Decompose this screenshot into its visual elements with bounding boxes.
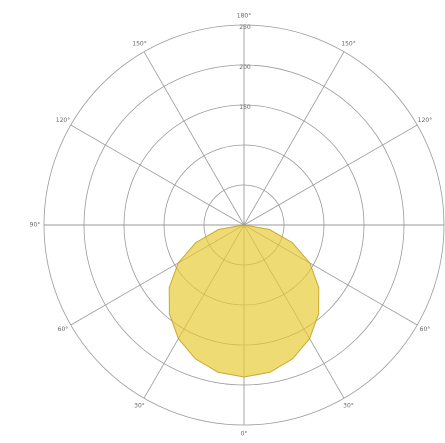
inner-grid-spoke xyxy=(243,225,319,377)
angle-label: 120° xyxy=(56,117,70,124)
inner-grid-spoke xyxy=(169,225,245,377)
angle-label: 30° xyxy=(134,402,145,409)
radial-label: 200 xyxy=(239,64,251,71)
angle-label: 0° xyxy=(241,431,248,438)
angle-label: 150° xyxy=(341,41,355,48)
inner-grid-circle xyxy=(169,225,319,346)
inner-grid-spoke xyxy=(169,225,245,326)
inner-grid-overlay xyxy=(169,225,319,377)
angle-label: 30° xyxy=(343,402,354,409)
inner-grid-circle xyxy=(203,225,285,266)
angle-label: 150° xyxy=(132,41,146,48)
polar-grid xyxy=(43,24,445,426)
grid-spoke xyxy=(70,124,245,226)
intensity-curve xyxy=(168,224,320,378)
radial-label: 150 xyxy=(239,104,251,111)
angle-label: 60° xyxy=(420,326,431,333)
angle-label: 120° xyxy=(418,117,432,124)
inner-grid-spoke xyxy=(243,225,319,326)
inner-grid-circle xyxy=(169,225,319,306)
angle-label: 60° xyxy=(58,326,69,333)
angle-label: 180° xyxy=(237,13,251,20)
grid-spoke xyxy=(143,51,245,226)
angle-label: 90° xyxy=(30,222,41,229)
radial-label: 250 xyxy=(239,24,251,31)
grid-spoke xyxy=(243,124,418,226)
grid-spoke xyxy=(243,51,345,226)
angle-labels: 180°150°150°120°120°90°90°60°60°30°30°0°… xyxy=(30,13,433,438)
intensity-distribution xyxy=(168,224,320,378)
